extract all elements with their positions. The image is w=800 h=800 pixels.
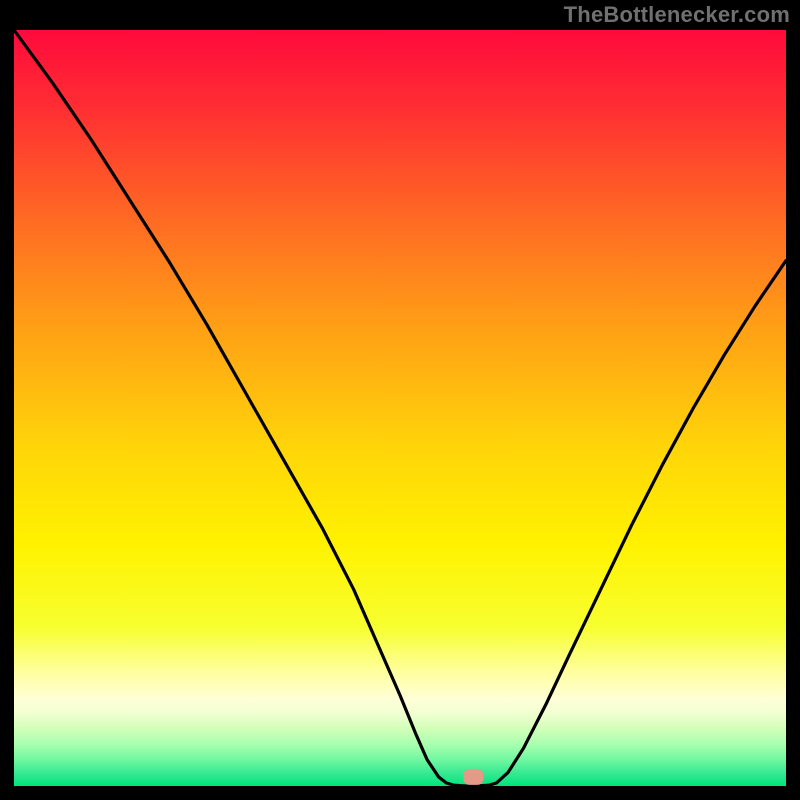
plot-svg <box>14 30 786 786</box>
optimum-marker <box>463 769 483 785</box>
chart-frame: TheBottlenecker.com <box>0 0 800 800</box>
plot-area <box>14 30 786 786</box>
watermark-text: TheBottlenecker.com <box>564 2 790 28</box>
plot-background <box>14 30 786 786</box>
